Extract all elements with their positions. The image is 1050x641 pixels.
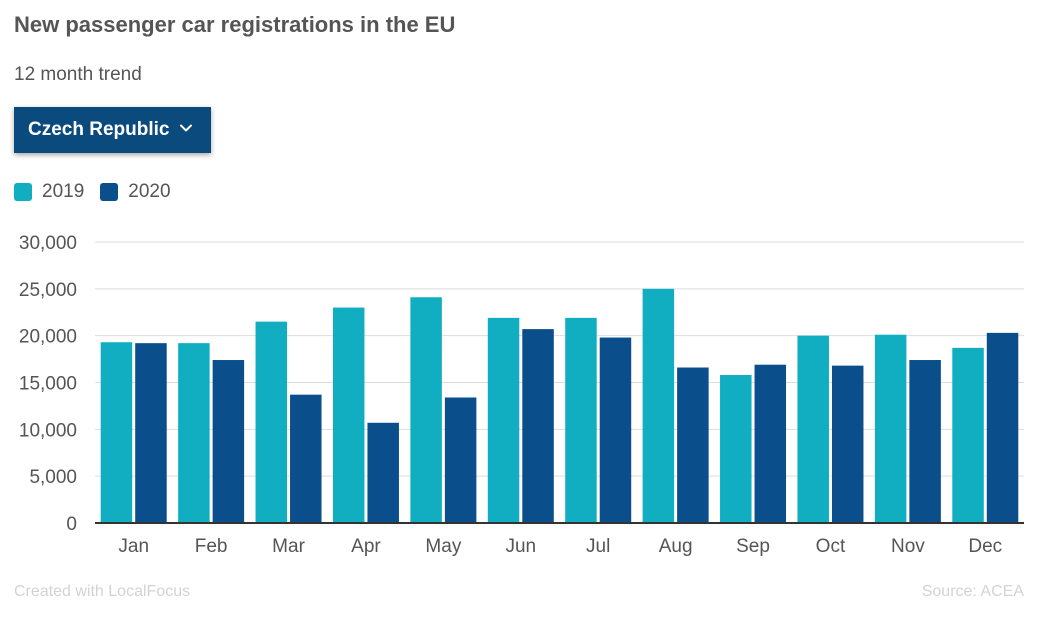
bar-2019-feb[interactable]	[178, 343, 210, 523]
x-tick-label: Jul	[586, 536, 610, 557]
bar-2020-sep[interactable]	[754, 364, 787, 523]
bar-2020-mar[interactable]	[290, 394, 322, 523]
chart-legend: 2019 2020	[14, 181, 187, 203]
y-tick-label: 20,000	[19, 327, 77, 348]
bar-2019-sep[interactable]	[720, 375, 752, 523]
x-tick-label: Feb	[195, 536, 228, 557]
bar-2020-jun[interactable]	[522, 329, 554, 523]
legend-label-2019: 2019	[42, 181, 85, 202]
bar-2019-jan[interactable]	[100, 342, 133, 523]
chart-subtitle: 12 month trend	[14, 64, 142, 85]
legend-swatch-2020	[100, 183, 119, 201]
bars	[100, 288, 1019, 523]
bar-2019-may[interactable]	[410, 297, 442, 523]
bar-2019-nov[interactable]	[874, 334, 907, 523]
bar-2019-dec[interactable]	[952, 347, 984, 523]
grid-lines	[95, 241, 1024, 477]
y-tick-label: 0	[66, 514, 77, 535]
country-select[interactable]: Czech Republic	[14, 107, 211, 153]
x-axis-ticks: Jan Feb Mar Apr May Jun Jul Aug Sep Oct Nov Dec	[118, 536, 1002, 557]
legend-item-2019[interactable]: 2019	[14, 181, 84, 203]
legend-item-2020[interactable]: 2020	[100, 181, 171, 203]
chart-title: New passenger car registrations in the E…	[14, 12, 456, 37]
bar-2019-jul[interactable]	[565, 317, 597, 523]
bar-2020-nov[interactable]	[909, 360, 941, 523]
bar-2019-oct[interactable]	[797, 335, 829, 523]
x-tick-label: Dec	[968, 536, 1002, 557]
bar-2019-aug[interactable]	[642, 288, 675, 523]
x-tick-label: Apr	[351, 536, 381, 557]
x-tick-label: Sep	[736, 536, 770, 557]
y-tick-label: 10,000	[19, 420, 77, 441]
y-tick-label: 5,000	[29, 467, 77, 488]
bar-2020-oct[interactable]	[831, 365, 864, 523]
legend-swatch-2019	[14, 183, 32, 201]
y-tick-label: 30,000	[19, 233, 77, 254]
x-tick-label: Nov	[891, 536, 925, 557]
chevron-down-icon	[180, 124, 192, 132]
bar-2019-mar[interactable]	[255, 321, 288, 523]
legend-label-2020: 2020	[128, 181, 171, 202]
bar-2020-feb[interactable]	[212, 360, 245, 523]
y-tick-label: 15,000	[19, 374, 77, 395]
x-tick-label: Jun	[505, 536, 536, 557]
bar-2020-jan[interactable]	[135, 343, 167, 523]
y-tick-label: 25,000	[19, 280, 77, 301]
x-tick-label: Aug	[659, 536, 693, 557]
x-tick-label: Jan	[118, 536, 149, 557]
bar-chart: 0 5,000 10,000 15,000 20,000 25,000 30,000 Jan…	[19, 233, 1024, 557]
bar-2020-dec[interactable]	[986, 332, 1019, 523]
x-tick-label: May	[425, 536, 461, 557]
bar-2020-aug[interactable]	[677, 367, 709, 523]
bar-2020-apr[interactable]	[367, 422, 399, 523]
country-select-value: Czech Republic	[28, 119, 170, 140]
bar-2019-apr[interactable]	[332, 307, 365, 523]
footer-source: Source: ACEA	[921, 583, 1024, 600]
x-tick-label: Mar	[272, 536, 305, 557]
y-axis-ticks: 0 5,000 10,000 15,000 20,000 25,000 30,000	[19, 233, 77, 535]
x-tick-label: Oct	[816, 536, 846, 557]
footer-credit[interactable]: Created with LocalFocus	[14, 583, 191, 600]
bar-2020-jul[interactable]	[599, 337, 632, 523]
bar-2020-may[interactable]	[444, 397, 477, 523]
bar-2019-jun[interactable]	[487, 317, 520, 523]
